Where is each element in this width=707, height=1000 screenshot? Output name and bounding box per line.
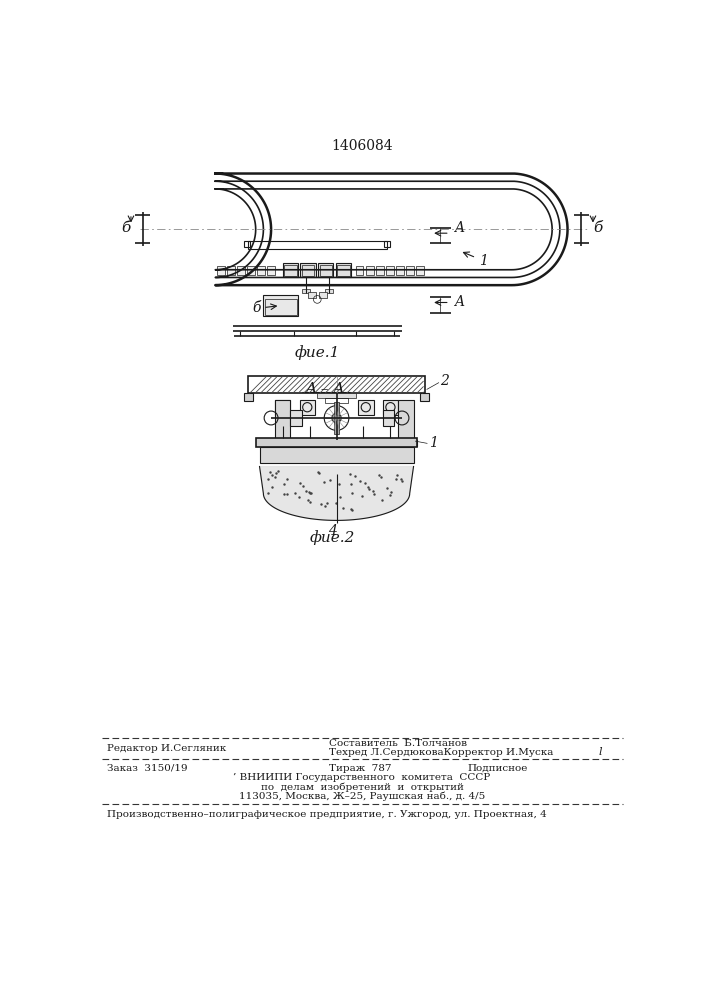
Bar [300,263,316,277]
Text: фие.1: фие.1 [295,345,340,360]
Circle shape [332,413,341,423]
Bar [318,263,334,277]
Text: A – A: A – A [305,382,345,396]
Bar [247,266,255,275]
Bar [420,393,429,401]
Bar [279,440,302,446]
Text: Тираж  787: Тираж 787 [329,764,392,773]
Text: Техред Л.СердюковаКорректор И.Муска: Техред Л.СердюковаКорректор И.Муска [329,748,553,757]
Bar [283,263,298,277]
Bar [291,410,302,426]
Bar [319,292,327,298]
Bar [302,289,310,293]
Text: 4: 4 [328,524,337,538]
Bar [265,299,296,315]
Bar [334,402,339,434]
Bar [366,266,373,275]
Text: A: A [455,221,464,235]
Bar [376,266,383,275]
Text: фие.2: фие.2 [310,530,356,545]
Text: б: б [121,221,130,235]
Text: б: б [594,221,603,235]
Bar [227,266,235,275]
Bar [248,376,425,393]
Bar [244,393,253,401]
Bar [217,266,225,275]
Text: Заказ  3150/19: Заказ 3150/19 [107,764,187,773]
Text: Составитель  Б.Толчанов: Составитель Б.Толчанов [329,739,467,748]
Bar [416,266,423,275]
Text: A: A [455,295,464,309]
Bar [317,393,356,398]
Text: Производственно–полиграфическое предприятие, г. Ужгород, ул. Проектная, 4: Производственно–полиграфическое предприя… [107,810,547,819]
Bar [382,410,395,426]
Text: 1: 1 [429,436,438,450]
Bar [395,440,417,446]
Bar [308,292,316,298]
Bar [386,266,394,275]
Bar [325,289,333,293]
Bar [382,400,398,415]
Bar [284,265,296,276]
Polygon shape [259,466,414,520]
Text: 2: 2 [440,374,450,388]
Bar [267,266,275,275]
Bar [356,266,363,275]
Text: Редактор И.Сегляник: Редактор И.Сегляник [107,744,226,753]
Bar [248,241,387,249]
Bar [358,400,373,415]
Text: l: l [598,747,602,757]
Bar [385,241,390,247]
Bar [275,400,291,415]
Text: 1406084: 1406084 [331,139,393,153]
Bar [320,265,332,276]
Bar [300,400,315,415]
Bar [275,400,291,442]
Text: ’ ВНИИПИ Государственного  комитета  СССР: ’ ВНИИПИ Государственного комитета СССР [233,773,491,782]
Bar [302,265,314,276]
Bar [336,263,351,277]
Bar [398,400,414,442]
Text: 113035, Москва, Ж–25, Раушская наб., д. 4/5: 113035, Москва, Ж–25, Раушская наб., д. … [239,791,485,801]
Bar [244,241,250,247]
Text: 1: 1 [464,252,488,268]
Text: б: б [252,302,276,316]
Bar [259,447,414,463]
Bar [325,398,348,403]
Bar [264,295,298,316]
Text: по  делам  изобретений  и  открытий: по делам изобретений и открытий [260,782,463,792]
Bar [406,266,414,275]
Bar [238,266,245,275]
Bar [257,266,265,275]
Bar [337,265,350,276]
Text: Подписное: Подписное [467,764,528,773]
Bar [256,438,417,447]
Bar [396,266,404,275]
